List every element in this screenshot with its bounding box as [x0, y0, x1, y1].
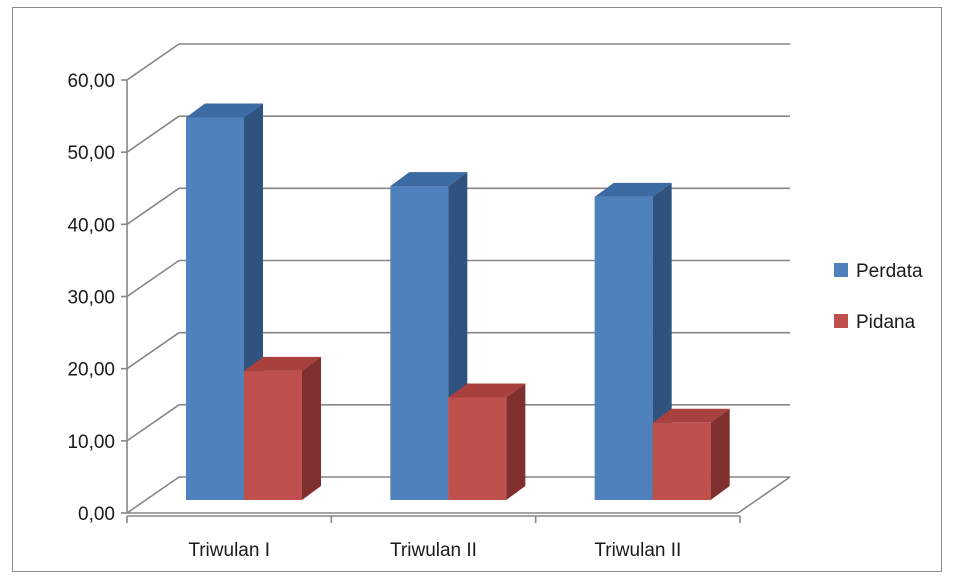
- y-tick-label: 40,00: [67, 215, 115, 236]
- bar-top: [594, 182, 672, 197]
- bar-front: [186, 117, 244, 501]
- y-axis-tick-labels: 0,00 10,00 20,00 30,00 40,00 50,00 60,00: [67, 71, 115, 525]
- floor-right-edge: [737, 476, 791, 514]
- bar-top: [244, 356, 321, 371]
- gridline-side: [126, 404, 180, 442]
- gridline-side: [126, 332, 180, 370]
- bar-side: [506, 383, 526, 500]
- bars: [186, 103, 730, 501]
- x-tick-label: Triwulan II: [594, 540, 681, 561]
- bar-side: [302, 356, 321, 500]
- gridline-side: [126, 259, 180, 298]
- bar-front: [594, 196, 653, 500]
- bar-top: [186, 103, 263, 118]
- bar-top: [652, 408, 730, 423]
- y-tick-label: 0,00: [78, 504, 115, 525]
- legend-label: Pidana: [856, 312, 916, 333]
- y-tick-label: 60,00: [67, 71, 115, 92]
- y-tick-label: 10,00: [67, 432, 115, 453]
- gridline-side: [126, 476, 180, 514]
- x-axis-tick-labels: Triwulan I Triwulan II Triwulan II: [188, 540, 681, 561]
- y-tick-label: 50,00: [67, 143, 115, 164]
- bar-front: [244, 370, 302, 500]
- bar-top: [390, 172, 468, 187]
- y-tick-label: 30,00: [67, 288, 115, 309]
- legend-label: Perdata: [856, 261, 923, 282]
- legend-swatch: [834, 314, 848, 328]
- y-tick-label: 20,00: [67, 360, 115, 381]
- x-tick-label: Triwulan II: [390, 540, 477, 561]
- bar-front: [448, 397, 507, 500]
- axes: [121, 79, 791, 523]
- bar-front: [390, 186, 449, 500]
- gridline-side: [126, 187, 180, 225]
- bar-front: [652, 422, 711, 500]
- chart-area: 0,00 10,00 20,00 30,00 40,00 50,00 60,00 Triwu…: [12, 7, 942, 572]
- legend-swatch: [834, 263, 848, 277]
- x-tick-label: Triwulan I: [188, 540, 270, 561]
- gridline-side: [126, 115, 180, 153]
- bar-top: [448, 383, 526, 398]
- gridline-side: [126, 43, 180, 81]
- legend: Perdata Pidana: [834, 261, 923, 333]
- bar-side: [710, 408, 730, 500]
